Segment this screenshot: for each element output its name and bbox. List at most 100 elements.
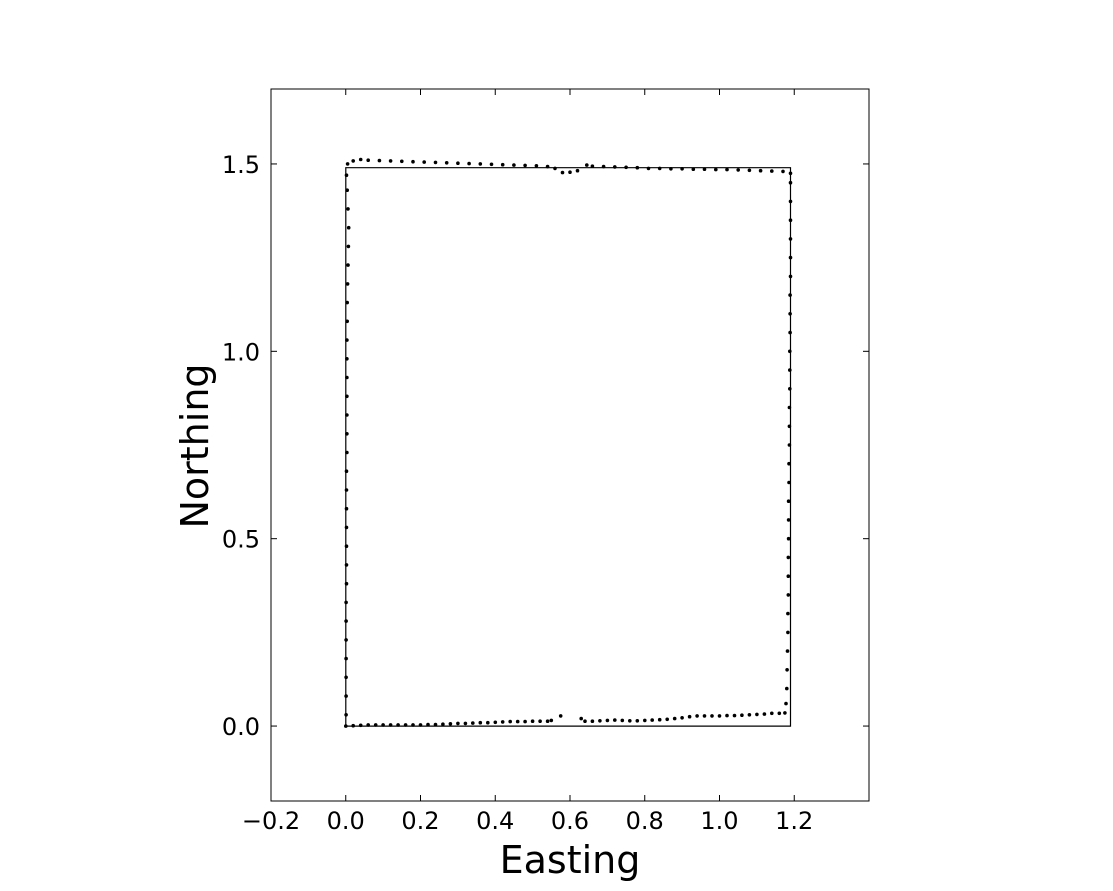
plot-layer <box>344 157 793 728</box>
data-point <box>786 536 791 541</box>
data-point <box>579 716 583 721</box>
data-point <box>377 158 382 163</box>
data-point <box>411 723 415 727</box>
data-point <box>628 719 632 723</box>
data-point <box>788 387 792 391</box>
data-point <box>433 722 438 727</box>
data-point <box>345 375 349 380</box>
data-point <box>786 518 791 522</box>
data-point <box>530 719 535 723</box>
x-tick-label: 1.0 <box>700 807 738 835</box>
data-point <box>500 720 505 724</box>
data-point <box>344 525 349 530</box>
data-point <box>788 368 792 372</box>
axis-layer: −0.2 0.0 0.2 0.4 0.6 0.8 1.0 1.2 0.0 0.5 1.0 1.5 <box>222 89 869 835</box>
data-point <box>411 159 415 164</box>
data-point <box>680 716 684 720</box>
data-point <box>478 720 483 725</box>
data-point <box>785 649 790 653</box>
y-tick-label: 0.5 <box>222 526 260 554</box>
data-point <box>345 300 350 305</box>
data-point <box>426 722 430 727</box>
data-point <box>366 723 371 727</box>
data-point <box>478 162 483 166</box>
data-point <box>345 413 349 417</box>
data-point <box>558 714 563 718</box>
x-tick-label: 0.6 <box>551 807 589 835</box>
data-point <box>441 722 445 726</box>
data-point <box>444 161 449 165</box>
data-point <box>344 694 348 698</box>
data-point <box>500 162 505 167</box>
data-point <box>787 424 792 429</box>
data-point <box>613 718 617 722</box>
data-point <box>784 701 788 706</box>
y-tick-label: 0.0 <box>222 713 260 741</box>
data-point <box>687 714 692 719</box>
data-point <box>781 169 785 174</box>
data-point <box>344 581 349 586</box>
data-point <box>788 171 793 176</box>
data-point <box>493 720 498 725</box>
data-point <box>489 162 494 167</box>
reference-path-line <box>345 167 792 727</box>
data-point <box>351 159 356 163</box>
data-point <box>545 164 550 169</box>
data-point <box>346 244 351 249</box>
data-point <box>788 237 793 241</box>
data-point <box>646 166 651 171</box>
data-point <box>665 717 669 722</box>
data-point <box>786 630 790 635</box>
data-point <box>657 717 662 722</box>
data-point <box>388 159 393 163</box>
data-point <box>785 668 789 672</box>
data-point <box>346 207 350 211</box>
data-point <box>635 165 640 170</box>
data-point <box>770 169 774 173</box>
data-point <box>725 713 729 718</box>
data-point <box>575 168 580 173</box>
data-point <box>456 161 460 165</box>
data-point <box>783 711 787 715</box>
data-point <box>344 469 349 474</box>
data-point <box>346 263 350 267</box>
data-point <box>788 255 793 260</box>
data-point <box>788 218 793 222</box>
data-point <box>702 714 707 718</box>
data-point <box>740 713 744 717</box>
data-point <box>788 312 792 316</box>
data-point <box>396 723 400 727</box>
data-point <box>787 443 792 447</box>
data-point <box>680 167 684 171</box>
data-point <box>344 724 348 728</box>
x-tick-label: 1.2 <box>775 807 813 835</box>
data-point <box>598 719 602 723</box>
data-point <box>346 225 351 230</box>
data-point <box>486 720 490 725</box>
data-point <box>747 168 752 173</box>
data-point <box>725 167 729 172</box>
data-point <box>717 714 722 718</box>
x-tick-label: 0.4 <box>476 807 514 835</box>
data-point <box>710 714 714 718</box>
data-point <box>512 163 516 167</box>
data-point <box>788 349 792 354</box>
data-point <box>345 450 349 455</box>
data-point <box>635 719 640 723</box>
data-point <box>786 611 790 616</box>
y-axis-label: Northing <box>173 363 217 528</box>
data-point <box>523 163 527 168</box>
data-point <box>560 170 565 175</box>
data-point <box>736 168 740 172</box>
x-tick-label: 0.0 <box>327 807 365 835</box>
data-point <box>344 488 349 492</box>
data-point <box>344 563 349 567</box>
data-point <box>344 619 348 623</box>
data-point <box>345 282 350 286</box>
data-point <box>788 293 792 297</box>
data-point <box>787 461 791 466</box>
data-point <box>762 712 767 716</box>
data-point <box>358 157 363 162</box>
data-point <box>515 719 520 724</box>
